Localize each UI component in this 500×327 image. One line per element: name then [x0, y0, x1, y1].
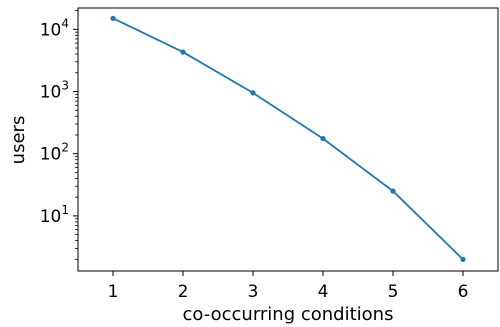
y-axis-label: users	[8, 116, 29, 165]
data-point	[250, 90, 256, 96]
data-point	[180, 49, 186, 55]
x-tick-label: 2	[178, 282, 189, 302]
x-tick-label: 3	[248, 282, 259, 302]
x-tick-label: 6	[458, 282, 469, 302]
series-line	[112, 17, 464, 261]
data-point	[390, 188, 396, 194]
plot-area: 1 2 3 4 5 6 101 102 103 104	[40, 7, 499, 302]
y-tick-label: 102	[40, 141, 69, 165]
x-tick-label: 4	[318, 282, 329, 302]
y-tick-label: 103	[40, 78, 69, 102]
plot-frame	[77, 7, 499, 272]
data-point	[320, 135, 326, 142]
x-axis-label: co-occurring conditions	[183, 304, 394, 325]
data-point	[460, 256, 466, 262]
y-tick-label: 104	[40, 16, 69, 40]
y-tick-label: 101	[40, 203, 69, 227]
x-tick-label: 1	[108, 282, 119, 302]
data-point	[110, 15, 116, 21]
x-tick-label: 5	[388, 282, 399, 302]
